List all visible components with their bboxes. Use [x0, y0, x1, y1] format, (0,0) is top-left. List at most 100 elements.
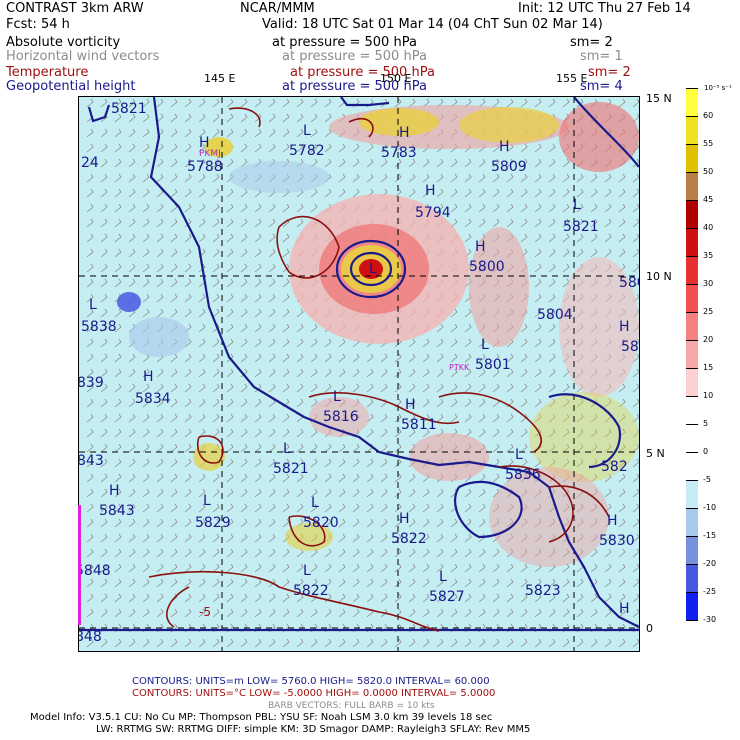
- high-marker: H: [399, 511, 410, 527]
- colorbar-cell: [686, 508, 698, 536]
- title-left: CONTRAST 3km ARW: [6, 1, 144, 16]
- colorbar-cell: [686, 396, 698, 424]
- low-marker: L: [303, 123, 311, 139]
- lon-label-155: 155 E: [556, 72, 588, 85]
- field-sm-vorticity: sm= 2: [570, 35, 613, 50]
- height-label: 5804: [537, 307, 573, 323]
- low-marker: L: [203, 493, 211, 509]
- low-marker: L: [303, 563, 311, 579]
- colorbar-cell: [686, 172, 698, 200]
- colorbar-cell: [686, 144, 698, 172]
- edge-marker: [78, 505, 81, 625]
- field-level-temperature: at pressure = 500 hPa: [290, 65, 435, 80]
- colorbar-cell: [686, 228, 698, 256]
- high-marker: L: [573, 197, 581, 213]
- field-sm-wind: sm= 1: [580, 49, 623, 64]
- field-level-vorticity: at pressure = 500 hPa: [272, 35, 417, 50]
- colorbar-cell: [686, 200, 698, 228]
- colorbar-cell: [686, 340, 698, 368]
- colorbar-label: 40: [703, 223, 714, 232]
- colorbar-label: 15: [703, 363, 714, 372]
- field-level-height: at pressure = 500 hPa: [282, 79, 427, 94]
- lat-lon-grid: [79, 97, 639, 651]
- height-label: 5782: [289, 143, 325, 159]
- field-name-height: Geopotential height: [6, 79, 136, 94]
- height-label: 5788: [187, 159, 223, 175]
- high-marker: H: [607, 513, 618, 529]
- height-label: 5836: [505, 467, 541, 483]
- colorbar-label: 20: [703, 335, 714, 344]
- height-label: 5809: [491, 159, 527, 175]
- lat-label-10n: 10 N: [646, 270, 672, 283]
- model-info-line2: LW: RRTMG SW: RRTMG DIFF: simple KM: 3D …: [96, 724, 531, 735]
- high-marker: L: [333, 389, 341, 405]
- barb-info: BARB VECTORS: FULL BARB = 10 kts: [268, 701, 435, 711]
- colorbar-label: 50: [703, 167, 714, 176]
- field-name-wind: Horizontal wind vectors: [6, 49, 160, 64]
- colorbar-label: 55: [703, 139, 714, 148]
- height-label: 839: [78, 375, 104, 391]
- forecast-hour: Fcst: 54 h: [6, 17, 70, 32]
- lat-label-5n: 5 N: [646, 447, 665, 460]
- colorbar-cell: [686, 564, 698, 592]
- height-label: 5801: [475, 357, 511, 373]
- colorbar-label: -25: [703, 587, 717, 596]
- low-marker: L: [515, 447, 523, 463]
- height-label: 5822: [391, 531, 427, 547]
- colorbar-cell: [686, 116, 698, 144]
- colorbar-cell: [686, 424, 698, 452]
- lon-label-145: 145 E: [204, 72, 236, 85]
- colorbar-label: 30: [703, 279, 714, 288]
- height-label: 848: [79, 629, 102, 645]
- height-label: 5834: [135, 391, 171, 407]
- title-center: NCAR/MMM: [240, 1, 315, 16]
- height-label: 5838: [81, 319, 117, 335]
- height-label: 582: [601, 459, 628, 475]
- high-marker: H: [143, 369, 154, 385]
- colorbar-label: 10: [703, 391, 714, 400]
- high-marker: H: [199, 135, 210, 151]
- colorbar-cell: [686, 480, 698, 508]
- height-label: 5848: [78, 563, 111, 579]
- high-marker: L: [89, 297, 97, 313]
- wind-barbs: [86, 98, 639, 648]
- colorbar-cell: [686, 452, 698, 480]
- height-label: 5783: [381, 145, 417, 161]
- colorbar-label: -15: [703, 531, 717, 540]
- model-info-line1: Model Info: V3.5.1 CU: No Cu MP: Thompso…: [30, 712, 493, 723]
- height-label: 580: [619, 275, 639, 291]
- low-marker: H: [619, 319, 630, 335]
- low-marker: L: [439, 569, 447, 585]
- height-label: 5800: [469, 259, 505, 275]
- high-marker: H: [619, 601, 630, 617]
- colorbar-label: -10: [703, 503, 717, 512]
- high-marker: H: [109, 483, 120, 499]
- field-name-vorticity: Absolute vorticity: [6, 35, 121, 50]
- field-name-temperature: Temperature: [6, 65, 89, 80]
- height-label: 5821: [273, 461, 309, 477]
- colorbar-label: 45: [703, 195, 714, 204]
- height-label: 24: [81, 155, 99, 171]
- high-marker: H: [475, 239, 486, 255]
- map-graphics: [79, 97, 639, 651]
- colorbar-cell: [686, 312, 698, 340]
- station-label: PKMJ: [199, 149, 221, 159]
- height-label: 5821: [563, 219, 599, 235]
- field-sm-temperature: sm= 2: [588, 65, 631, 80]
- colorbar-label: -5: [703, 475, 711, 484]
- height-label: 5811: [401, 417, 437, 433]
- field-level-wind: at pressure = 500 hPa: [282, 49, 427, 64]
- temperature-contours: [148, 107, 610, 632]
- height-label: 5827: [429, 589, 465, 605]
- height-label: 5823: [525, 583, 561, 599]
- temperature-label: -5: [199, 605, 211, 619]
- height-label: 5816: [323, 409, 359, 425]
- map-panel: 5821 5782 5783 5809 5788 5794 5821 5800 …: [78, 96, 640, 652]
- low-marker: L: [369, 261, 377, 277]
- height-label: 5829: [195, 515, 231, 531]
- height-label: 581: [621, 339, 639, 355]
- init-time: Init: 12 UTC Thu 27 Feb 14: [518, 1, 691, 16]
- temperature-contour-info: CONTOURS: UNITS=°C LOW= -5.0000 HIGH= 0.…: [132, 688, 496, 699]
- lat-label-0: 0: [646, 622, 653, 635]
- height-label: 5843: [99, 503, 135, 519]
